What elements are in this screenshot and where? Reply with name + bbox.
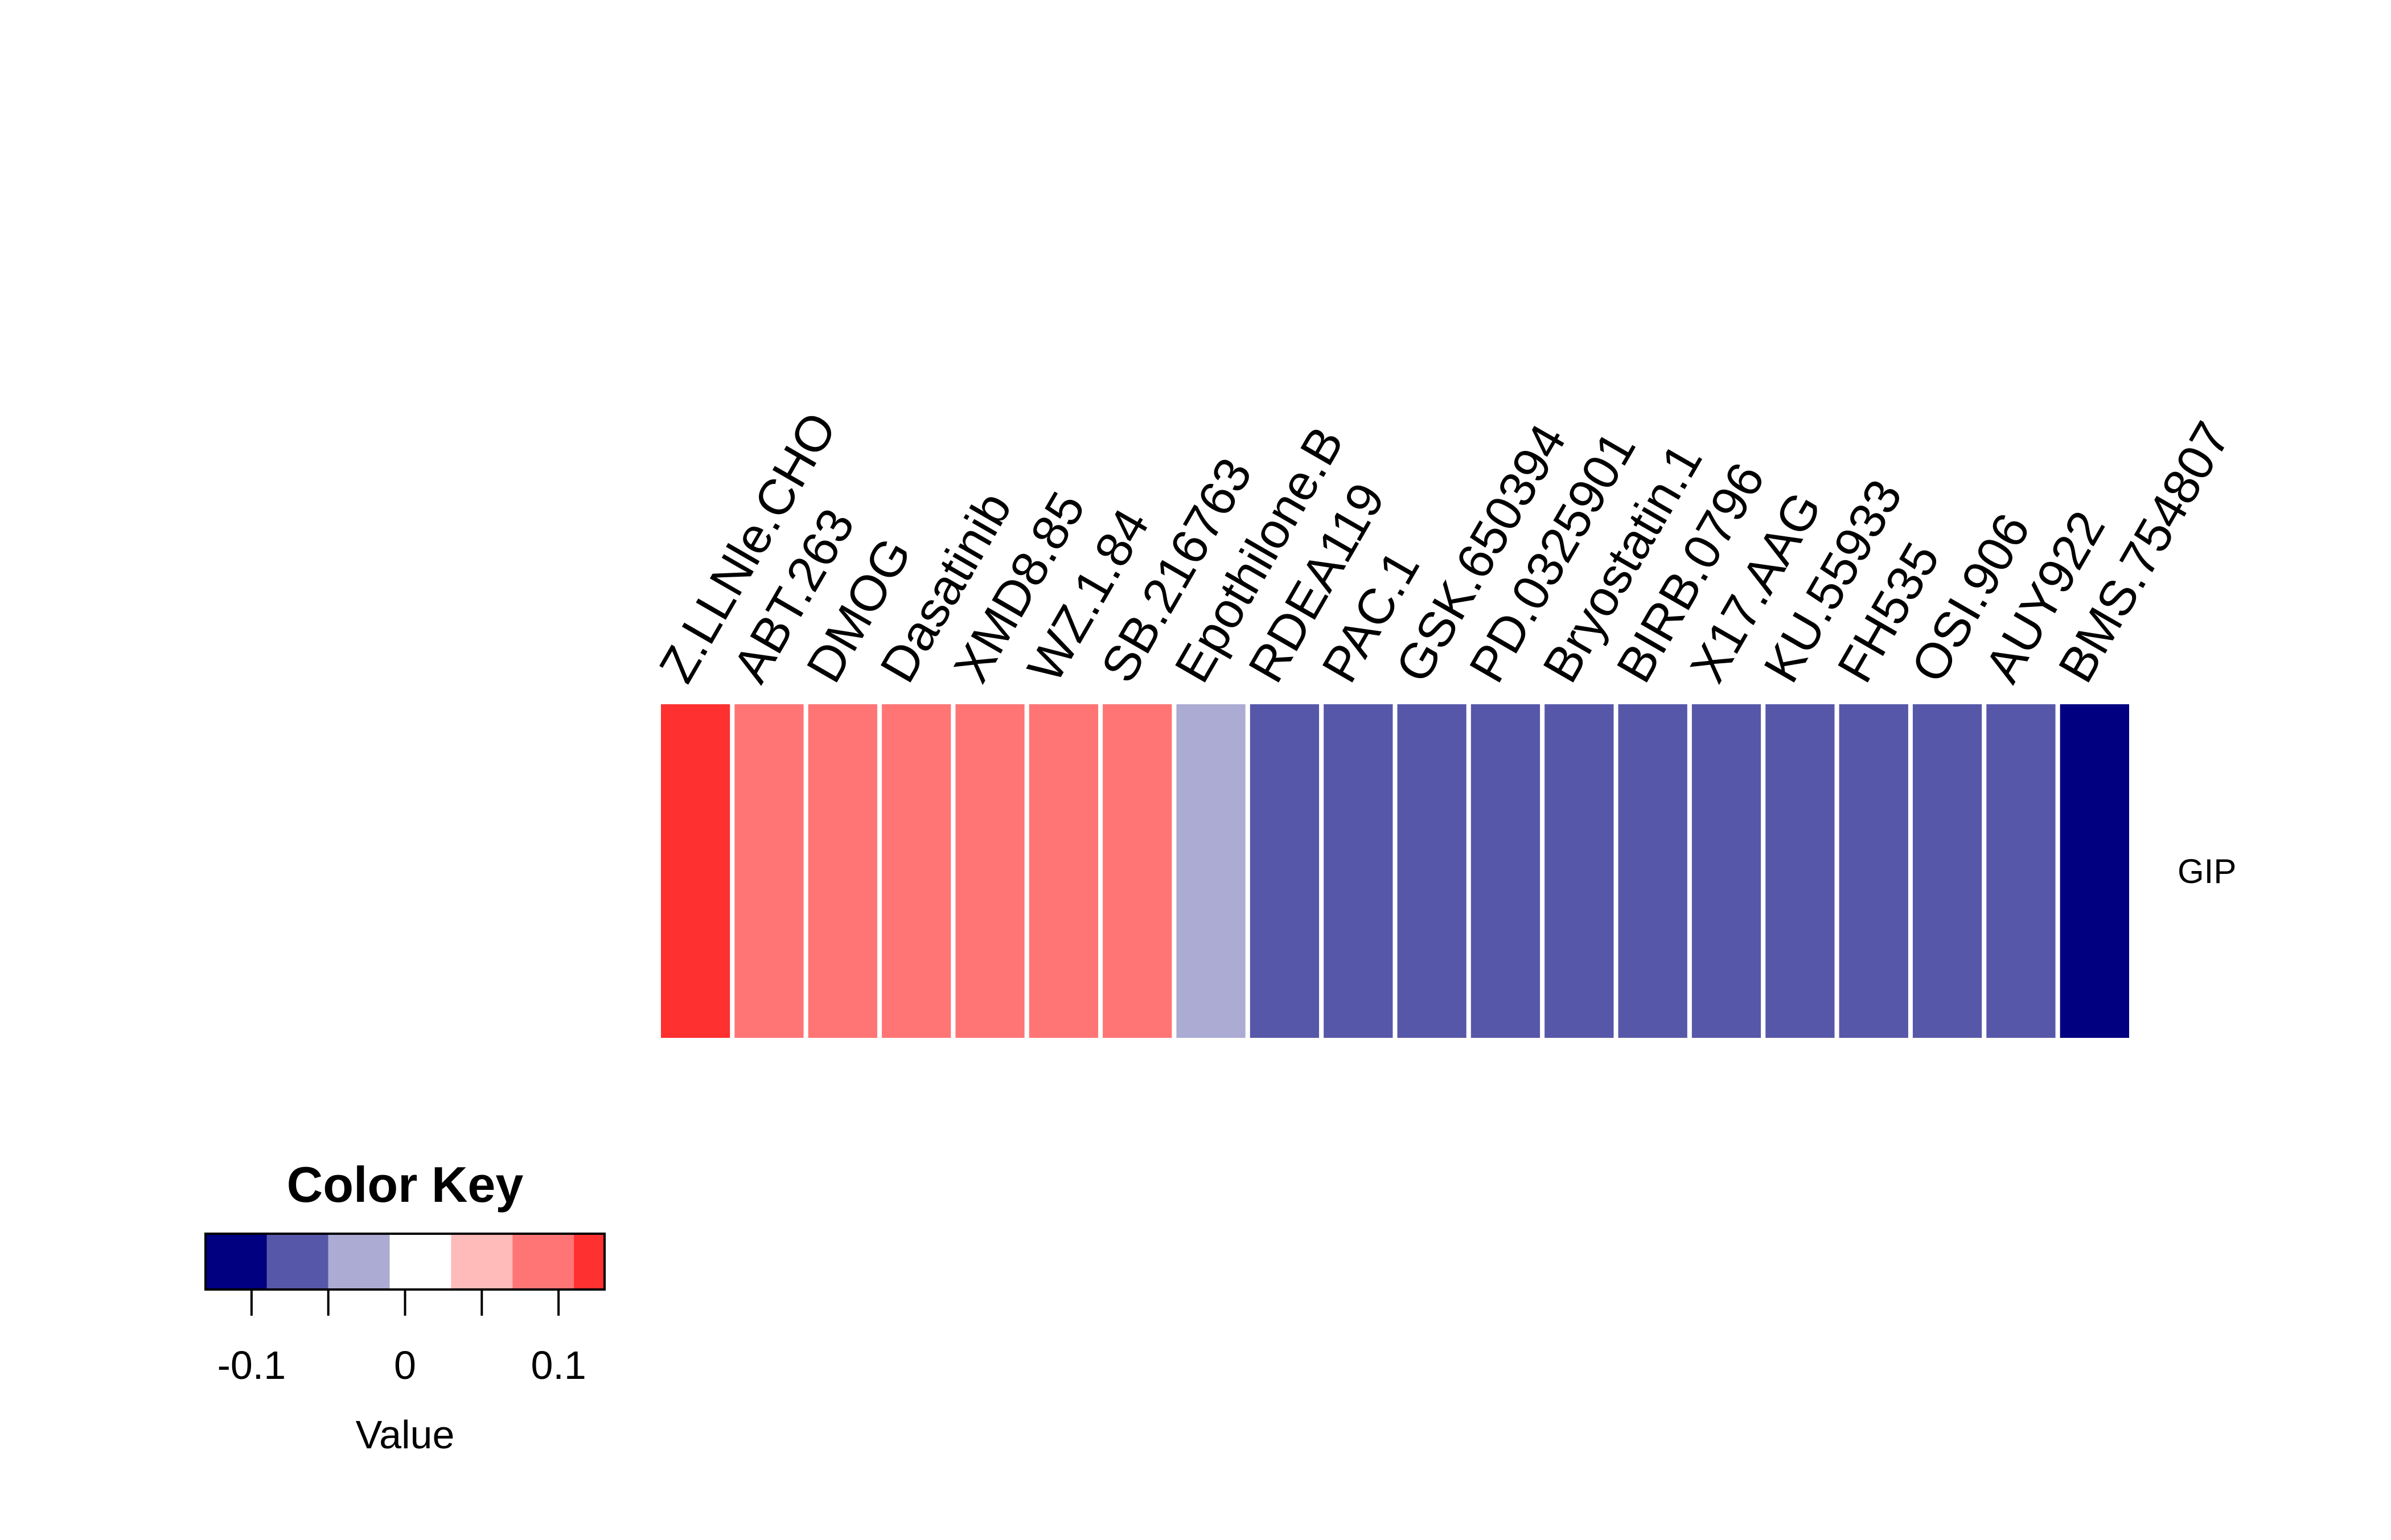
color-key-swatch [389,1234,451,1290]
heatmap-cell [877,700,956,1042]
heatmap-cells [656,700,2134,1042]
color-key-title: Color Key [287,1156,524,1213]
heatmap-cell [2055,700,2134,1042]
color-key-swatches [206,1234,605,1290]
color-key-swatch [206,1234,267,1290]
color-key-tick-label: -0.1 [217,1343,286,1387]
color-key-swatch [266,1234,328,1290]
heatmap-cell [1982,700,2060,1042]
color-key: Color Key -0.1 0 0.1 Value [204,1156,606,1457]
color-key-xlabel: Value [356,1412,455,1457]
heatmap-cell [1908,700,1987,1042]
column-labels: Z.LLNle.CHOABT.263DMOGDasatinibXMD8.85WZ… [648,403,2241,692]
color-key-tick-label: 0 [394,1343,416,1387]
heatmap-cell [1834,700,1913,1042]
heatmap-cell [1245,700,1324,1042]
color-key-swatch [574,1234,605,1290]
heatmap-cell [730,700,808,1042]
heatmap-cell [1098,700,1177,1042]
heatmap-cell [1172,700,1250,1042]
color-key-swatch [512,1234,574,1290]
color-key-swatch [328,1234,390,1290]
heatmap-cell [951,700,1029,1042]
heatmap-cell [1687,700,1766,1042]
heatmap-cell [1613,700,1692,1042]
heatmap-cell [1540,700,1618,1042]
row-label: GIP [2178,852,2236,890]
color-key-tick-label: 0.1 [531,1343,586,1387]
heatmap-cell [1319,700,1398,1042]
heatmap-cell [1024,700,1103,1042]
heatmap-cell [803,700,882,1042]
color-key-axis: -0.1 0 0.1 [217,1290,586,1387]
heatmap-cell [1392,700,1471,1042]
heatmap-cell [1761,700,1839,1042]
color-key-swatch [451,1234,513,1290]
heatmap-cell [1466,700,1545,1042]
heatmap-cell [656,700,735,1042]
row-labels: GIP [2178,852,2236,890]
